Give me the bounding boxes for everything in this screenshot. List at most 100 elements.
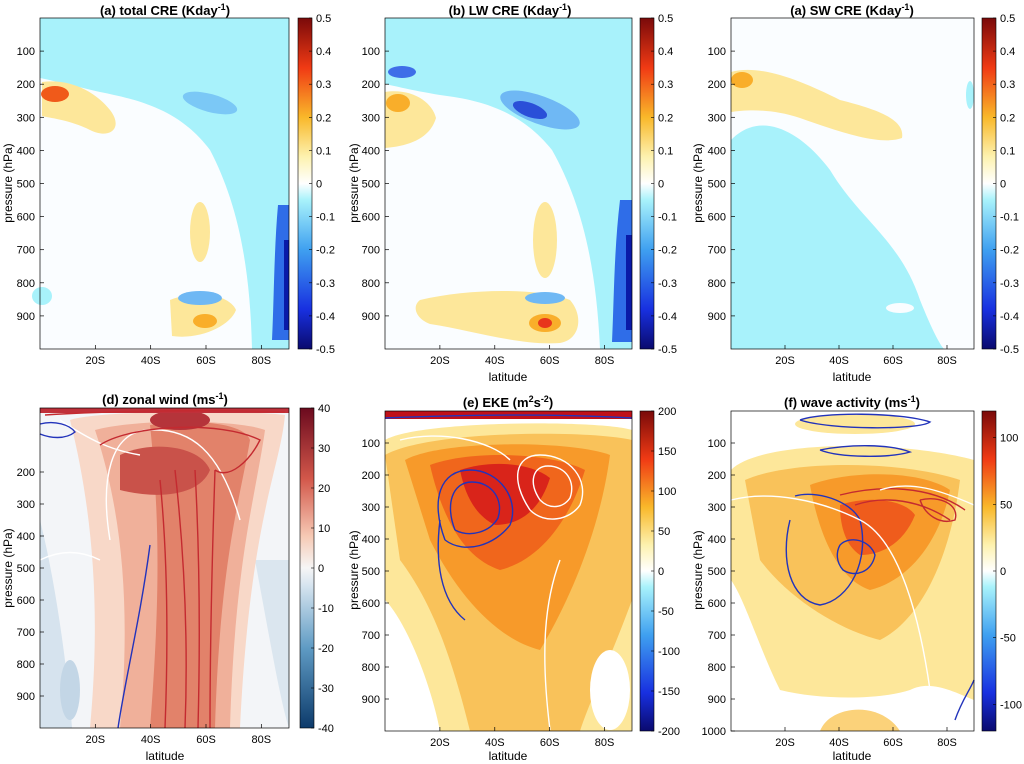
contour-line — [532, 465, 573, 508]
colorbar-tick-label: -20 — [318, 643, 334, 655]
panel-wave-activity: (f) wave activity (ms-1) 20S 40S 60S 80S 100… — [691, 394, 1022, 763]
y-tick-label: 400 — [17, 145, 35, 157]
plot-area — [32, 18, 289, 349]
x-tick-label: 40S — [485, 737, 505, 749]
axes: 20S 40S 60S 80S 200 300 400 500 600 700 800 900 — [17, 467, 271, 746]
y-tick-label: 600 — [708, 598, 726, 610]
x-tick-label: 40S — [485, 355, 505, 367]
colorbar-tick-label: 0 — [1000, 566, 1006, 578]
contour-line — [59, 419, 141, 456]
y-tick-label: 800 — [362, 278, 380, 290]
colorbar: 0.5 0.4 0.3 0.2 0.1 0 -0.1 -0.2 -0.3 -0.4 -0.5 — [639, 13, 677, 356]
colorbar-tick-label: -0.1 — [1000, 212, 1019, 224]
colorbar-tick-label: 100 — [658, 486, 676, 498]
colorbar-tick-label: -40 — [318, 723, 334, 735]
contour-line — [399, 435, 511, 461]
colorbar-tick-label: -0.3 — [658, 278, 677, 290]
colorbar-tick-label: 200 — [658, 406, 676, 418]
y-axis-label: pressure (hPa) — [691, 530, 705, 609]
positive-peak — [840, 499, 915, 555]
y-tick-label: 400 — [708, 145, 726, 157]
colorbar-tick-label: -0.4 — [316, 311, 335, 323]
y-axis-label: pressure (hPa) — [691, 143, 705, 222]
colorbar-tick-label: 0.1 — [316, 145, 331, 157]
contour-line — [384, 414, 633, 419]
x-axis-label: latitude — [833, 749, 872, 763]
x-tick-label: 80S — [595, 355, 615, 367]
y-tick-label: 300 — [17, 499, 35, 511]
contour-line — [919, 498, 957, 522]
negative-region — [385, 18, 632, 349]
contour-line — [819, 445, 913, 457]
x-tick-label: 60S — [540, 737, 560, 749]
contour-line — [209, 469, 216, 729]
y-tick-label: 800 — [17, 659, 35, 671]
y-tick-label: 100 — [17, 46, 35, 58]
colorbar-tick-label: 0.1 — [1000, 145, 1015, 157]
y-tick-label: 800 — [708, 278, 726, 290]
y-tick-label: 700 — [362, 630, 380, 642]
colorbar-tick-label: 0 — [318, 563, 324, 575]
contour-line — [39, 551, 101, 561]
y-tick-label: 200 — [708, 470, 726, 482]
contour-line — [159, 479, 168, 729]
positive-region — [190, 202, 210, 262]
y-tick-label: 900 — [362, 311, 380, 323]
x-tick-label: 60S — [540, 355, 560, 367]
y-tick-label: 700 — [708, 630, 726, 642]
panel-zonal-wind: (d) zonal wind (ms-1) 20S 40S 60S 80S — [1, 391, 334, 763]
x-tick-label: 60S — [883, 737, 903, 749]
y-tick-label: 300 — [362, 502, 380, 514]
neutral-region — [886, 303, 914, 313]
y-axis-label: pressure (hPa) — [1, 143, 15, 222]
colorbar-tick-label: -0.1 — [658, 212, 677, 224]
y-tick-label: 300 — [708, 502, 726, 514]
negative-region — [178, 291, 222, 305]
colorbar-tick-label: 50 — [658, 526, 670, 538]
y-tick-label: 200 — [17, 79, 35, 91]
positive-region — [731, 69, 903, 141]
x-tick-label: 80S — [252, 734, 272, 746]
colorbar-tick-label: 0.4 — [1000, 46, 1015, 58]
colorbar-tick-label: 0.3 — [316, 79, 331, 91]
y-tick-label: 900 — [17, 691, 35, 703]
y-tick-label: 300 — [17, 112, 35, 124]
contour-line — [194, 469, 200, 729]
y-tick-label: 1000 — [702, 726, 726, 738]
colorbar-tick-label: -0.2 — [1000, 245, 1019, 257]
x-tick-label: 40S — [829, 737, 849, 749]
colorbar-tick-label: 10 — [318, 523, 330, 535]
negative-region — [388, 66, 416, 78]
y-tick-label: 700 — [17, 245, 35, 257]
negative-region — [255, 560, 289, 728]
y-tick-label: 700 — [708, 245, 726, 257]
y-tick-label: 700 — [362, 245, 380, 257]
contour-line — [44, 410, 286, 416]
x-axis-label: latitude — [146, 749, 185, 763]
y-tick-label: 800 — [362, 662, 380, 674]
contour-line — [839, 488, 966, 511]
x-tick-label: 80S — [595, 737, 615, 749]
axes: 20S 40S 60S 80S 100 200 300 400 500 600 700 800 900 1… — [702, 438, 957, 749]
colorbar-tick-label: 0.5 — [658, 13, 673, 25]
panel-sw-cre: (a) SW CRE (Kday-1) 20S 40S 60S 80S 100 200 30… — [691, 2, 1019, 384]
contour-line — [117, 544, 151, 729]
y-tick-label: 400 — [362, 145, 380, 157]
axes: 20S 40S 60S 80S 100 200 300 400 500 600 700 800 900 — [708, 46, 957, 367]
x-axis-label: latitude — [833, 370, 872, 384]
y-tick-label: 600 — [17, 212, 35, 224]
colorbar-tick-label: 0 — [316, 179, 322, 191]
x-tick-label: 20S — [86, 734, 106, 746]
panel-total-cre: (a) total CRE (Kday-1) 20S 40S 60S 80S10020… — [1, 2, 335, 367]
y-tick-label: 100 — [362, 46, 380, 58]
y-tick-label: 200 — [708, 79, 726, 91]
colorbar-tick-label: 0.5 — [316, 13, 331, 25]
contour-line — [437, 519, 466, 621]
chart-title: (a) total CRE (Kday-1) — [100, 2, 230, 18]
contour-line — [437, 469, 514, 548]
colorbar-tick-label: -200 — [658, 726, 680, 738]
positive-region — [820, 709, 900, 731]
positive-peak — [193, 314, 217, 328]
y-tick-label: 400 — [708, 534, 726, 546]
plot-area — [39, 408, 289, 729]
